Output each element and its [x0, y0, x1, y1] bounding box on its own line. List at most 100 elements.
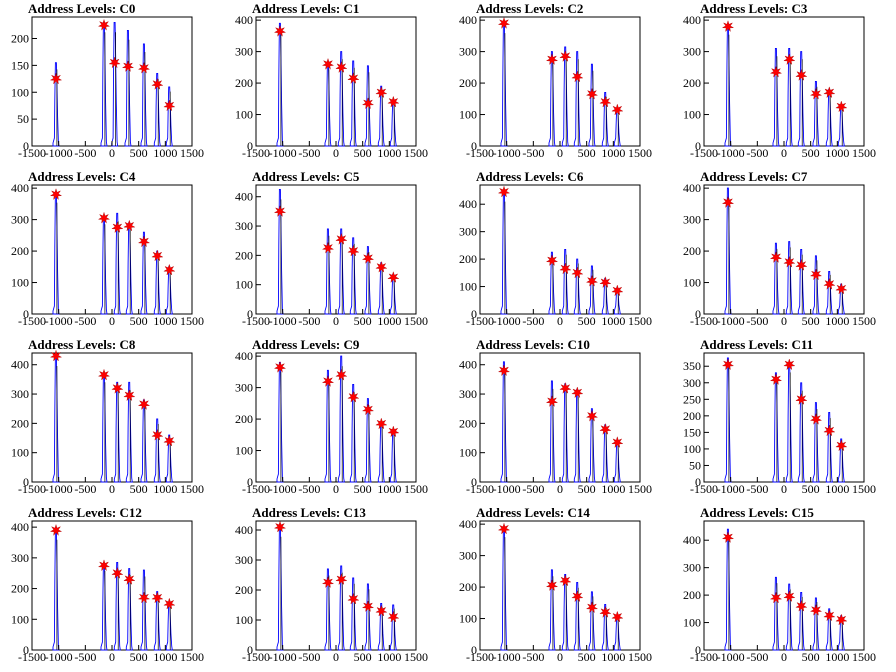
star-marker-0	[721, 195, 735, 209]
histogram-panel-c6: Address Levels: C6 0 100 200 300 400 -1500 -100…	[448, 168, 672, 336]
chart-title: Address Levels: C3	[700, 1, 808, 16]
histogram-peak-0	[500, 361, 508, 483]
star-marker-6	[611, 103, 624, 116]
star-marker-6	[835, 282, 848, 295]
y-tick-label: 100	[683, 442, 701, 456]
star-marker-3	[571, 266, 584, 279]
histogram-peak-4	[588, 591, 596, 651]
histogram-panel-c3: Address Levels: C3 0 100 200 300 400 -1500 -100…	[672, 0, 896, 168]
star-marker-2	[559, 50, 572, 63]
x-tick-label: -1000	[717, 314, 745, 328]
peak-markers	[49, 349, 176, 447]
histogram-peak-3	[797, 591, 805, 651]
star-marker-5	[599, 422, 612, 435]
y-tick-label: 200	[683, 588, 701, 602]
histogram-peak-2	[337, 228, 345, 315]
y-tick-label: 200	[459, 580, 477, 594]
y-tick-label: 0	[471, 307, 477, 321]
histogram-peak-0	[276, 361, 284, 483]
histogram-peak-1	[772, 242, 780, 315]
chart-title: Address Levels: C8	[28, 337, 136, 352]
histogram-peak-5	[825, 608, 833, 651]
x-tick-label: -500	[74, 314, 96, 328]
x-tick-label: 1000	[825, 146, 849, 160]
star-marker-5	[375, 604, 388, 617]
x-tick-label: -1500	[18, 146, 46, 160]
histogram-panel-c1: Address Levels: C1 0 100 200 300 400 -1500 -100…	[224, 0, 448, 168]
histogram-peak-0	[52, 529, 60, 651]
histogram-peak-0	[724, 357, 732, 483]
histogram-peak-1	[324, 62, 332, 147]
histogram-peak-6	[389, 429, 397, 483]
histogram-peak-4	[364, 398, 372, 483]
star-marker-6	[163, 597, 176, 610]
x-tick-label: 1000	[377, 650, 401, 664]
x-tick-label: 1500	[180, 650, 204, 664]
x-tick-label: -1500	[690, 146, 718, 160]
histogram-peak-6	[837, 438, 845, 483]
x-tick-label: 500	[802, 146, 820, 160]
histogram-peak-0	[724, 24, 732, 147]
x-tick-label: 1500	[180, 146, 204, 160]
histogram-peak-0	[276, 22, 284, 147]
y-tick-label: 400	[11, 358, 29, 372]
star-marker-3	[795, 599, 808, 612]
y-tick-label: 100	[235, 444, 253, 458]
chart-title: Address Levels: C11	[700, 337, 813, 352]
x-tick-label: -500	[298, 314, 320, 328]
x-tick-label: 500	[354, 650, 372, 664]
peak-markers	[721, 531, 848, 626]
peak-markers	[49, 18, 176, 112]
peak-markers	[273, 360, 400, 438]
histogram-svg-c7: Address Levels: C7 0 100 200 300 400 -1500-100…	[683, 169, 876, 328]
peak-markers	[49, 188, 176, 276]
star-marker-1	[321, 374, 335, 388]
histogram-peak-3	[349, 237, 357, 315]
x-tick-label: 1000	[377, 482, 401, 496]
star-marker-2	[783, 255, 796, 268]
x-tick-label: 1000	[601, 650, 625, 664]
star-marker-6	[835, 439, 848, 452]
star-marker-6	[387, 610, 400, 623]
histogram-bars	[276, 22, 397, 147]
histogram-peak-1	[772, 48, 780, 147]
histogram-peak-2	[111, 21, 119, 147]
star-marker-6	[611, 436, 624, 449]
x-tick-label: 1500	[852, 146, 876, 160]
star-marker-6	[163, 99, 176, 112]
y-tick-label: 300	[683, 213, 701, 227]
x-tick-label: -1500	[466, 650, 494, 664]
y-tick-label: 0	[23, 307, 29, 321]
histogram-peak-5	[377, 603, 385, 651]
x-tick-label: -1000	[45, 650, 73, 664]
y-tick-label: 300	[683, 376, 701, 390]
x-tick-label: 1500	[404, 146, 428, 160]
histogram-peak-5	[825, 271, 833, 315]
star-marker-2	[335, 232, 348, 245]
y-tick-label: 400	[683, 181, 701, 195]
histogram-panel-c2: Address Levels: C2 0 100 200 300 400 -1500 -100…	[448, 0, 672, 168]
x-tick-label: -1000	[269, 314, 297, 328]
histogram-peak-1	[548, 51, 556, 147]
y-tick-label: 100	[11, 276, 29, 290]
peak-markers	[49, 523, 176, 610]
star-marker-2	[559, 574, 572, 587]
x-tick-label: 500	[130, 650, 148, 664]
x-tick-label: 1000	[601, 314, 625, 328]
x-tick-label: 0	[557, 146, 563, 160]
histogram-panel-c7: Address Levels: C7 0 100 200 300 400 -1500 -100…	[672, 168, 896, 336]
chart-title: Address Levels: C4	[28, 169, 136, 184]
chart-title: Address Levels: C10	[476, 337, 590, 352]
y-tick-label: 0	[471, 475, 477, 489]
star-marker-2	[335, 61, 348, 74]
star-marker-3	[123, 219, 136, 232]
histogram-panel-c4: Address Levels: C4 0 100 200 300 400 -1500 -100…	[0, 168, 224, 336]
star-marker-6	[387, 425, 400, 438]
x-tick-label: 500	[354, 314, 372, 328]
star-marker-0	[49, 188, 63, 201]
star-marker-1	[769, 251, 783, 264]
star-marker-1	[97, 18, 111, 31]
histogram-peak-6	[389, 99, 397, 147]
star-marker-0	[721, 20, 735, 33]
star-marker-2	[559, 262, 572, 275]
